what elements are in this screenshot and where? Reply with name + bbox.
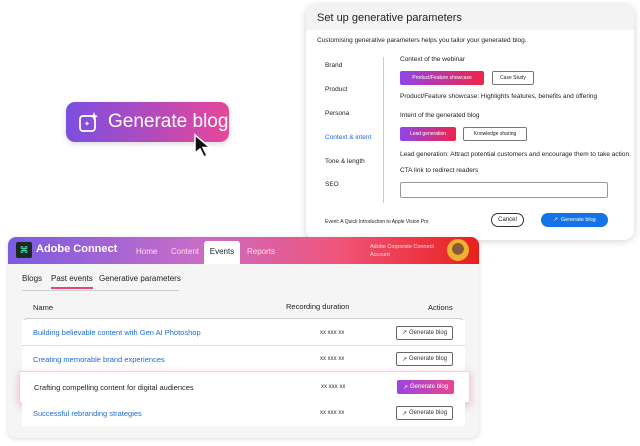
- column-actions: Actions: [428, 303, 453, 312]
- generate-label: Generate blog: [560, 217, 596, 223]
- sparkle-edit-icon: [79, 112, 99, 132]
- adobe-connect-app: ⌘ Adobe Connect Home Content Events Repo…: [8, 237, 479, 438]
- cta-label: CTA link to redirect readers: [400, 167, 479, 174]
- external-link-icon: ↗: [402, 384, 408, 391]
- button-label: Generate blog: [410, 384, 449, 390]
- mouse-cursor-icon: [194, 133, 213, 159]
- cta-link-input[interactable]: [400, 182, 608, 198]
- table-row: Successful rebranding strategies xx xxx x…: [22, 400, 465, 426]
- context-description: Product/Feature showcase: Highlights fea…: [400, 93, 598, 100]
- nav-brand[interactable]: Brand: [325, 62, 343, 69]
- event-link[interactable]: Successful rebranding strategies: [33, 408, 142, 418]
- table-row-highlighted: Crafting compelling content for digital …: [19, 371, 470, 403]
- avatar[interactable]: [447, 239, 469, 261]
- event-link[interactable]: Building believable content with Gen AI …: [33, 328, 201, 337]
- table-row: Creating memorable brand experiences xx x…: [22, 346, 465, 372]
- account-name: Adobe Corporate Connect Account: [370, 243, 434, 259]
- subtab-past-events[interactable]: Past events: [51, 274, 93, 289]
- generate-blog-button[interactable]: ↗ Generate blog: [396, 325, 453, 340]
- app-name: Adobe Connect: [36, 243, 118, 255]
- duration: xx xxx xx: [320, 410, 345, 416]
- top-bar: ⌘ Adobe Connect Home Content Events Repo…: [8, 237, 479, 264]
- event-name: Event: A Quick Introduction to Apple Vis…: [325, 219, 429, 225]
- option-product-feature-showcase[interactable]: Product/Feature showcase: [400, 71, 484, 85]
- option-lead-generation[interactable]: Lead generation: [400, 127, 456, 141]
- account-line-1: Adobe Corporate Connect: [370, 244, 434, 250]
- subtab-divider: [22, 290, 179, 291]
- nav-home[interactable]: Home: [136, 247, 158, 256]
- nav-product[interactable]: Product: [325, 86, 348, 93]
- nav-divider: [383, 57, 384, 203]
- external-link-icon: ↗: [401, 330, 407, 336]
- nav-tone-length[interactable]: Tone & length: [325, 158, 365, 165]
- column-recording-duration: Recording duration: [286, 302, 350, 311]
- dialog-subtitle: Customising generative parameters helps …: [317, 37, 527, 44]
- duration: xx xxx xx: [320, 356, 345, 362]
- generate-blog-button[interactable]: ↗ Generate blog: [396, 406, 453, 420]
- cancel-button[interactable]: Cancel: [491, 213, 524, 227]
- event-name[interactable]: Crafting compelling content for digital …: [34, 382, 194, 392]
- hero-button-label: Generate blog: [108, 111, 229, 132]
- nav-persona[interactable]: Persona: [325, 110, 350, 117]
- table-row: Building believable content with Gen AI …: [22, 320, 465, 346]
- button-label: Generate blog: [409, 356, 448, 362]
- duration: xx xxx xx: [321, 384, 346, 390]
- generative-parameters-dialog: Set up generative parameters Customising…: [306, 5, 634, 240]
- app-logo-icon: ⌘: [16, 242, 32, 258]
- account-line-2: Account: [370, 252, 390, 258]
- nav-reports[interactable]: Reports: [247, 247, 276, 256]
- external-link-icon: ↗: [401, 356, 407, 363]
- intent-label: Intent of the generated blog: [400, 112, 480, 119]
- nav-context-intent[interactable]: Context & intent: [325, 134, 372, 141]
- nav-seo[interactable]: SEO: [325, 181, 339, 188]
- nav-content[interactable]: Content: [171, 247, 200, 256]
- option-case-study[interactable]: Case Study: [492, 71, 534, 85]
- nav-events[interactable]: Events: [204, 241, 240, 264]
- button-label: Generate blog: [409, 410, 448, 416]
- subtab-generative-parameters[interactable]: Generative parameters: [99, 274, 181, 283]
- button-label: Generate blog: [409, 329, 448, 336]
- external-link-icon: ↗: [401, 410, 407, 417]
- subtab-blogs[interactable]: Blogs: [22, 274, 43, 283]
- column-name: Name: [33, 303, 54, 312]
- hero-generate-blog-button[interactable]: Generate blog: [66, 102, 229, 142]
- duration: xx xxx xx: [320, 329, 345, 336]
- sparkle-edit-icon: ↗: [553, 217, 558, 223]
- dialog-title: Set up generative parameters: [306, 5, 634, 30]
- context-label: Context of the webinar: [400, 56, 466, 63]
- generate-blog-button[interactable]: ↗ Generate blog: [397, 380, 454, 394]
- intent-description: Lead generation: Attract potential custo…: [400, 151, 631, 158]
- dialog-generate-blog-button[interactable]: ↗ Generate blog: [541, 213, 608, 227]
- generate-blog-button[interactable]: ↗ Generate blog: [396, 352, 453, 366]
- option-knowledge-sharing[interactable]: Knowledge sharing: [463, 127, 527, 141]
- event-link[interactable]: Creating memorable brand experiences: [33, 354, 165, 364]
